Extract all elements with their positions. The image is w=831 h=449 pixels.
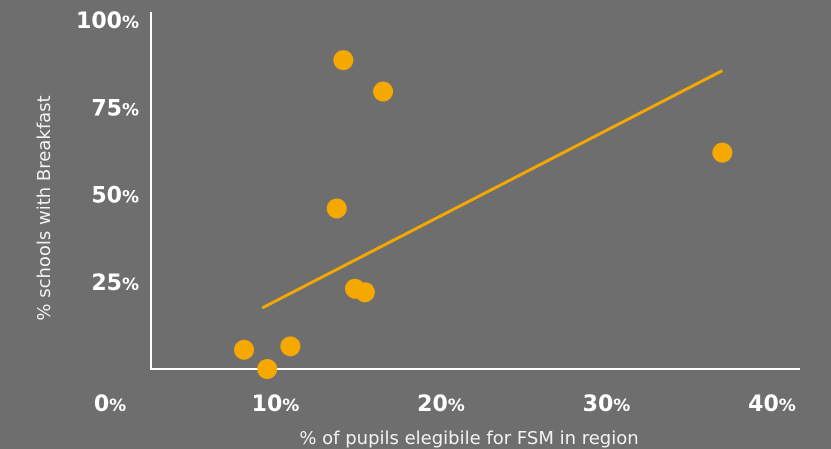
data-point	[333, 50, 354, 71]
data-points-group	[234, 50, 733, 379]
x-tick-label: 20%	[417, 392, 465, 417]
y-axis-title: % schools with Breakfast	[34, 95, 55, 320]
data-point	[354, 282, 375, 303]
x-tick-labels: 0% 10% 20% 30% 40%	[94, 392, 796, 417]
y-tick-label: 100%	[76, 9, 139, 34]
y-tick-label: 50%	[91, 184, 139, 209]
x-tick-label: 30%	[583, 392, 631, 417]
y-tick-labels: 25% 50% 75% 100%	[76, 9, 139, 296]
data-point	[712, 142, 733, 163]
data-point	[326, 198, 347, 219]
y-tick-label: 25%	[91, 271, 139, 296]
data-point	[373, 81, 394, 102]
x-tick-label: 10%	[252, 392, 300, 417]
x-axis-title: % of pupils elegibile for FSM in region	[299, 428, 638, 449]
data-point	[234, 339, 255, 360]
trendline	[261, 69, 724, 310]
trendline-group	[261, 69, 724, 310]
y-tick-label: 75%	[91, 96, 139, 121]
data-point	[280, 336, 301, 357]
data-point	[257, 359, 278, 379]
x-tick-label: 40%	[748, 392, 796, 417]
x-tick-label: 0%	[94, 392, 126, 417]
